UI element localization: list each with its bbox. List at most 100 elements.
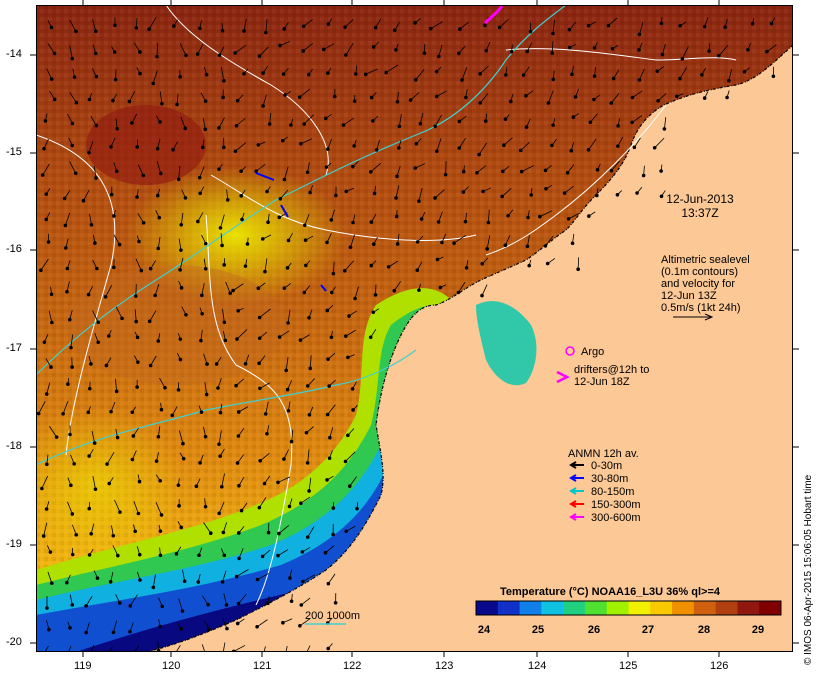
velocity-arrowhead xyxy=(500,194,504,199)
velocity-arrow xyxy=(238,594,247,604)
velocity-arrow xyxy=(42,163,50,176)
velocity-arrowhead xyxy=(351,164,355,169)
velocity-arrowhead xyxy=(94,176,98,180)
velocity-arrow xyxy=(148,17,157,30)
velocity-arrowhead xyxy=(195,52,200,56)
velocity-arrowhead xyxy=(263,269,267,274)
velocity-arrowhead xyxy=(660,52,665,57)
colorbar-swatch xyxy=(650,601,673,615)
velocity-arrow xyxy=(299,88,311,98)
velocity-arrow xyxy=(458,137,466,149)
velocity-arrowhead xyxy=(66,382,70,386)
velocity-arrowhead xyxy=(519,169,524,174)
velocity-arrow xyxy=(718,45,729,57)
velocity-arrowhead xyxy=(503,243,508,248)
velocity-arrow xyxy=(259,46,269,57)
velocity-arrowhead xyxy=(196,580,201,584)
velocity-arrowhead xyxy=(242,29,246,33)
velocity-arrow xyxy=(93,165,97,179)
velocity-arrowhead xyxy=(94,123,99,128)
map-date: 12-Jun-2013 xyxy=(666,192,734,206)
velocity-arrowhead xyxy=(369,263,374,268)
velocity-arrow xyxy=(343,117,354,126)
velocity-arrow xyxy=(461,67,468,81)
altimetry-line2: (0.1m contours) xyxy=(661,266,738,278)
velocity-arrowhead xyxy=(181,456,186,461)
velocity-arrow xyxy=(133,42,141,53)
velocity-arrowhead xyxy=(139,268,144,273)
velocity-arrowhead xyxy=(506,213,510,218)
velocity-arrowhead xyxy=(113,23,117,28)
velocity-arrowhead xyxy=(130,121,134,125)
colorbar-tick-label: 26 xyxy=(588,624,600,636)
velocity-arrowhead xyxy=(74,100,79,105)
velocity-arrow xyxy=(159,91,163,104)
velocity-arrow xyxy=(681,46,689,60)
anmn-arrow-30-80m xyxy=(320,284,327,292)
velocity-arrowhead xyxy=(261,71,265,75)
velocity-arrowhead xyxy=(326,22,331,26)
velocity-arrowhead xyxy=(231,288,235,293)
velocity-arrowhead xyxy=(180,609,185,613)
velocity-arrowhead xyxy=(225,626,229,631)
velocity-arrowhead xyxy=(611,76,616,81)
velocity-arrowhead xyxy=(74,29,78,34)
velocity-arrow xyxy=(105,285,113,297)
velocity-arrowhead xyxy=(200,145,205,150)
velocity-arrowhead xyxy=(257,505,262,510)
anmn-legend-label: 0-30m xyxy=(591,460,622,472)
velocity-arrowhead xyxy=(326,147,330,152)
velocity-arrowhead xyxy=(41,534,46,538)
velocity-arrowhead xyxy=(199,338,203,343)
velocity-arrowhead xyxy=(655,69,660,74)
velocity-arrowhead xyxy=(70,56,75,61)
velocity-arrowhead xyxy=(183,196,188,200)
velocity-arrow xyxy=(236,569,249,577)
velocity-arrow xyxy=(179,257,184,270)
velocity-arrowhead xyxy=(70,365,74,369)
velocity-arrow xyxy=(639,22,644,35)
velocity-arrowhead xyxy=(723,25,727,29)
velocity-arrowhead xyxy=(65,289,69,294)
velocity-arrowhead xyxy=(44,507,49,511)
velocity-arrow xyxy=(133,501,139,514)
velocity-arrow xyxy=(438,211,443,223)
velocity-arrowhead xyxy=(239,194,244,198)
velocity-arrow xyxy=(551,41,554,54)
velocity-arrowhead xyxy=(260,237,265,241)
velocity-arrow xyxy=(38,401,46,414)
anmn-legend-label: 80-150m xyxy=(591,486,634,498)
velocity-arrowhead xyxy=(40,486,44,491)
velocity-arrowhead xyxy=(276,480,280,485)
velocity-arrowhead xyxy=(220,579,225,584)
velocity-arrowhead xyxy=(397,146,401,150)
velocity-arrowhead xyxy=(179,627,184,631)
velocity-arrowhead xyxy=(265,431,269,436)
isobath-legend-label: 200 1000m xyxy=(305,610,360,622)
velocity-arrowhead xyxy=(283,93,287,97)
velocity-arrowhead xyxy=(204,72,209,77)
velocity-arrowhead xyxy=(107,481,112,486)
velocity-arrowhead xyxy=(136,360,140,364)
velocity-arrowhead xyxy=(159,513,164,517)
velocity-arrowhead xyxy=(592,97,596,102)
velocity-arrowhead xyxy=(347,314,351,318)
velocity-arrowhead xyxy=(87,454,91,458)
velocity-arrow xyxy=(106,451,115,465)
velocity-arrowhead xyxy=(415,268,420,272)
velocity-arrow xyxy=(548,90,554,104)
velocity-arrow xyxy=(499,19,509,28)
velocity-arrow xyxy=(458,281,466,293)
colorbar-swatch xyxy=(759,601,782,615)
velocity-arrow xyxy=(327,404,336,415)
velocity-arrow xyxy=(436,90,447,97)
velocity-arrowhead xyxy=(262,481,267,486)
velocity-arrow xyxy=(203,522,212,534)
velocity-arrowhead xyxy=(267,122,272,126)
velocity-arrowhead xyxy=(236,308,241,313)
velocity-arrowhead xyxy=(36,411,41,416)
velocity-arrowhead xyxy=(630,120,634,125)
argo-label: Argo xyxy=(581,346,604,358)
velocity-arrowhead xyxy=(115,435,120,440)
velocity-arrow xyxy=(438,44,443,57)
